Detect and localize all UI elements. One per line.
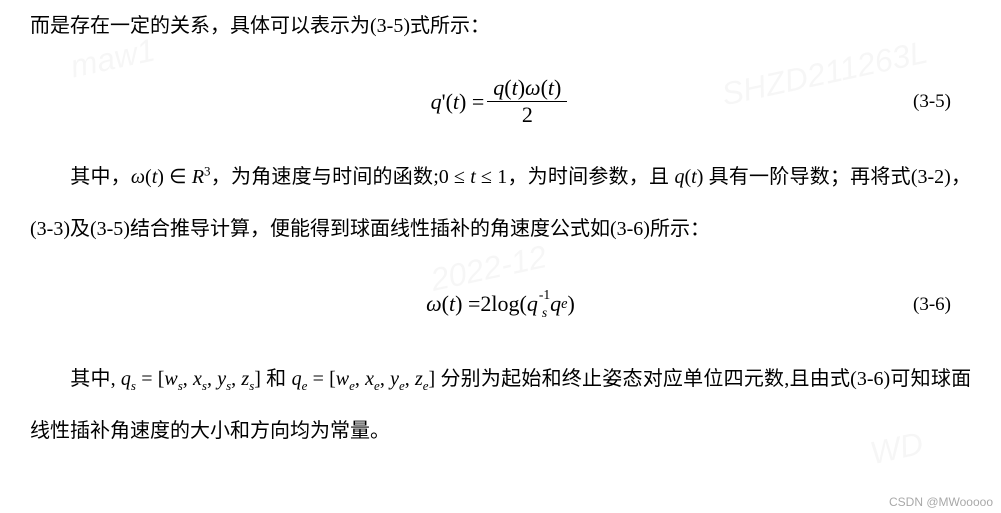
- eq36-qs: q: [527, 292, 538, 316]
- eq36-sup: -1: [539, 289, 550, 301]
- equation-3-5-row: q'(t) = q(t)ω(t) 2 (3-5): [30, 76, 971, 127]
- p3-zs-sub: s: [249, 378, 254, 393]
- p3-xe: x: [365, 368, 374, 390]
- eq35-fraction: q(t)ω(t) 2: [487, 76, 567, 127]
- eq35-num-fn1: q: [493, 75, 504, 100]
- p3-ys: y: [217, 368, 226, 390]
- paragraph-3: 其中, qs = [ws, xs, ys, zs] 和 qe = [we, xe…: [30, 353, 971, 457]
- p3-ws: w: [164, 368, 177, 390]
- equation-3-5: q'(t) = q(t)ω(t) 2: [431, 76, 571, 127]
- p2-lead: 其中，: [70, 166, 131, 188]
- equation-3-5-label: (3-5): [913, 77, 951, 126]
- eq36-qs-supsub: -1 s: [539, 292, 550, 317]
- p2-in: ∈: [169, 166, 186, 188]
- p2-t-left: 0 ≤: [439, 166, 470, 188]
- equation-3-6-label: (3-6): [913, 280, 951, 329]
- p3-and: 和: [261, 368, 292, 390]
- p2-R: R: [192, 166, 204, 188]
- paragraph-1: 而是存在一定的关系，具体可以表示为(3-5)式所示：: [30, 0, 971, 52]
- equation-3-6-row: ω(t) = 2log(q-1sqe) (3-6): [30, 279, 971, 329]
- p2-omega-var: t: [152, 166, 158, 188]
- p3-eq2: =: [307, 368, 329, 390]
- p3-eq1: =: [136, 368, 158, 390]
- p3-ye-sub: e: [399, 378, 405, 393]
- p2-t-right: ≤ 1: [476, 166, 507, 188]
- p2-after-t: ，为时间参数，且: [507, 166, 674, 188]
- eq35-lhs-fn: q: [431, 90, 442, 114]
- p2-q-fn: q: [674, 166, 684, 188]
- p3-ze-sub: e: [423, 378, 429, 393]
- paragraph-2: 其中，ω(t) ∈ R3，为角速度与时间的函数;0 ≤ t ≤ 1，为时间参数，…: [30, 151, 971, 255]
- p3-ys-sub: s: [226, 378, 231, 393]
- eq36-lhs-var: t: [449, 292, 455, 316]
- p3-ze: z: [415, 368, 423, 390]
- eq36-qe: q: [550, 292, 561, 316]
- eq36-sub-s: s: [539, 307, 550, 319]
- p3-we-sub: e: [349, 378, 355, 393]
- p2-omega-fn: ω: [131, 166, 145, 188]
- p2-q-var: t: [691, 166, 697, 188]
- eq36-log: log: [491, 292, 519, 316]
- eq35-denominator: 2: [487, 102, 567, 127]
- p3-xs: x: [193, 368, 202, 390]
- eq35-num-var1: t: [512, 75, 518, 100]
- equation-3-6: ω(t) = 2log(q-1sqe): [426, 292, 575, 317]
- eq35-num-fn2: ω: [525, 75, 541, 100]
- p3-lead: 其中,: [70, 368, 121, 390]
- p3-qs: q: [121, 368, 131, 390]
- eq35-numerator: q(t)ω(t): [487, 76, 567, 102]
- p3-qe: q: [292, 368, 302, 390]
- eq36-lhs-fn: ω: [426, 292, 442, 316]
- p3-xe-sub: e: [374, 378, 380, 393]
- p3-ye: y: [390, 368, 399, 390]
- eq36-coef: 2: [480, 292, 491, 316]
- p3-xs-sub: s: [202, 378, 207, 393]
- para1-text: 而是存在一定的关系，具体可以表示为(3-5)式所示：: [30, 15, 490, 37]
- eq35-num-var2: t: [548, 75, 554, 100]
- p2-after-omega: ，为角速度与时间的函数;: [211, 166, 439, 188]
- attribution-text: CSDN @MWooooo: [889, 495, 993, 509]
- p3-ws-sub: s: [178, 378, 183, 393]
- p3-we: w: [336, 368, 349, 390]
